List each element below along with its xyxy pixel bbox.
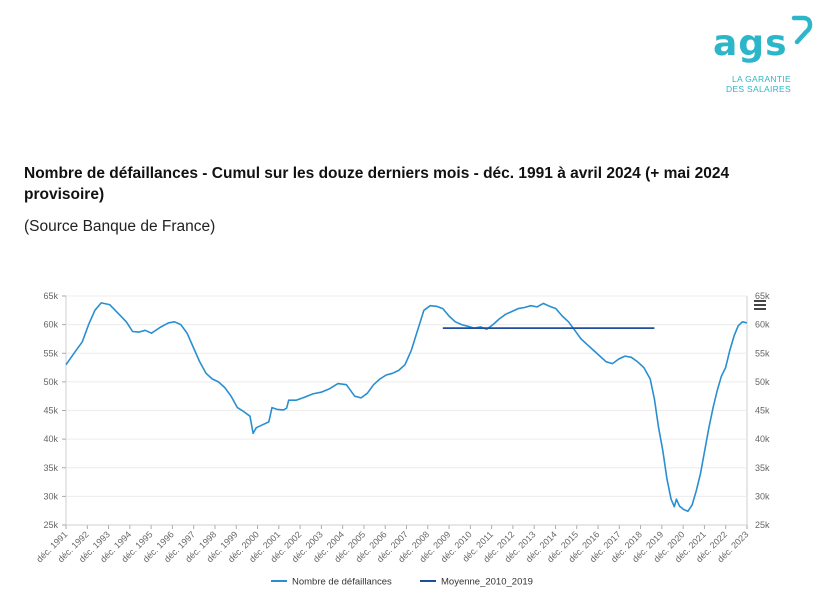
y-tick-label-right: 65k — [755, 291, 770, 301]
y-tick-label-left: 55k — [43, 348, 58, 358]
y-tick-label-left: 60k — [43, 320, 58, 330]
y-tick-label-left: 25k — [43, 520, 58, 530]
series-group — [65, 302, 748, 513]
y-tick-label-right: 45k — [755, 406, 770, 416]
y-tick-label-left: 35k — [43, 463, 58, 473]
y-tick-label-left: 65k — [43, 291, 58, 301]
y-axis-left: 25k 30k 35k 40k 45k 50k 55k 60k 65k — [43, 291, 58, 530]
legend-label: Nombre de défaillances — [292, 577, 392, 588]
ags-logo: ags LA GARANTIE DES SALAIRES — [705, 12, 825, 98]
y-tick-label-right: 30k — [755, 491, 770, 501]
legend-label: Moyenne_2010_2019 — [441, 577, 533, 588]
y-tick-label-right: 25k — [755, 520, 770, 530]
source-note: (Source Banque de France) — [24, 218, 216, 235]
line-chart: 25k 30k 35k 40k 45k 50k 55k 60k 65k 25k 30k 35k 40k… — [34, 291, 770, 588]
logo-wordmark: ags — [713, 23, 788, 64]
y-tick-label-right: 50k — [755, 377, 770, 387]
y-tick-label-left: 50k — [43, 377, 58, 387]
logo-tagline-line2: DES SALAIRES — [725, 84, 791, 94]
grid-lines — [62, 295, 748, 529]
y-tick-label-left: 40k — [43, 434, 58, 444]
series-line-defaillances — [65, 302, 748, 513]
y-tick-label-right: 60k — [755, 320, 770, 330]
logo-tagline: LA GARANTIE DES SALAIRES — [726, 74, 791, 94]
y-tick-label-left: 30k — [43, 491, 58, 501]
y-tick-label-right: 35k — [755, 463, 770, 473]
y-tick-label-right: 55k — [755, 348, 770, 358]
chart-menu-icon[interactable] — [754, 300, 766, 310]
y-axis-right: 25k 30k 35k 40k 45k 50k 55k 60k 65k — [755, 291, 770, 530]
y-tick-label-right: 40k — [755, 434, 770, 444]
logo-tagline-line1: LA GARANTIE — [731, 74, 791, 84]
legend: Nombre de défaillances Moyenne_2010_2019 — [271, 577, 533, 588]
arrow-icon — [791, 15, 813, 45]
y-tick-label-left: 45k — [43, 406, 58, 416]
chart-heading: Nombre de défaillances - Cumul sur les d… — [24, 165, 730, 203]
